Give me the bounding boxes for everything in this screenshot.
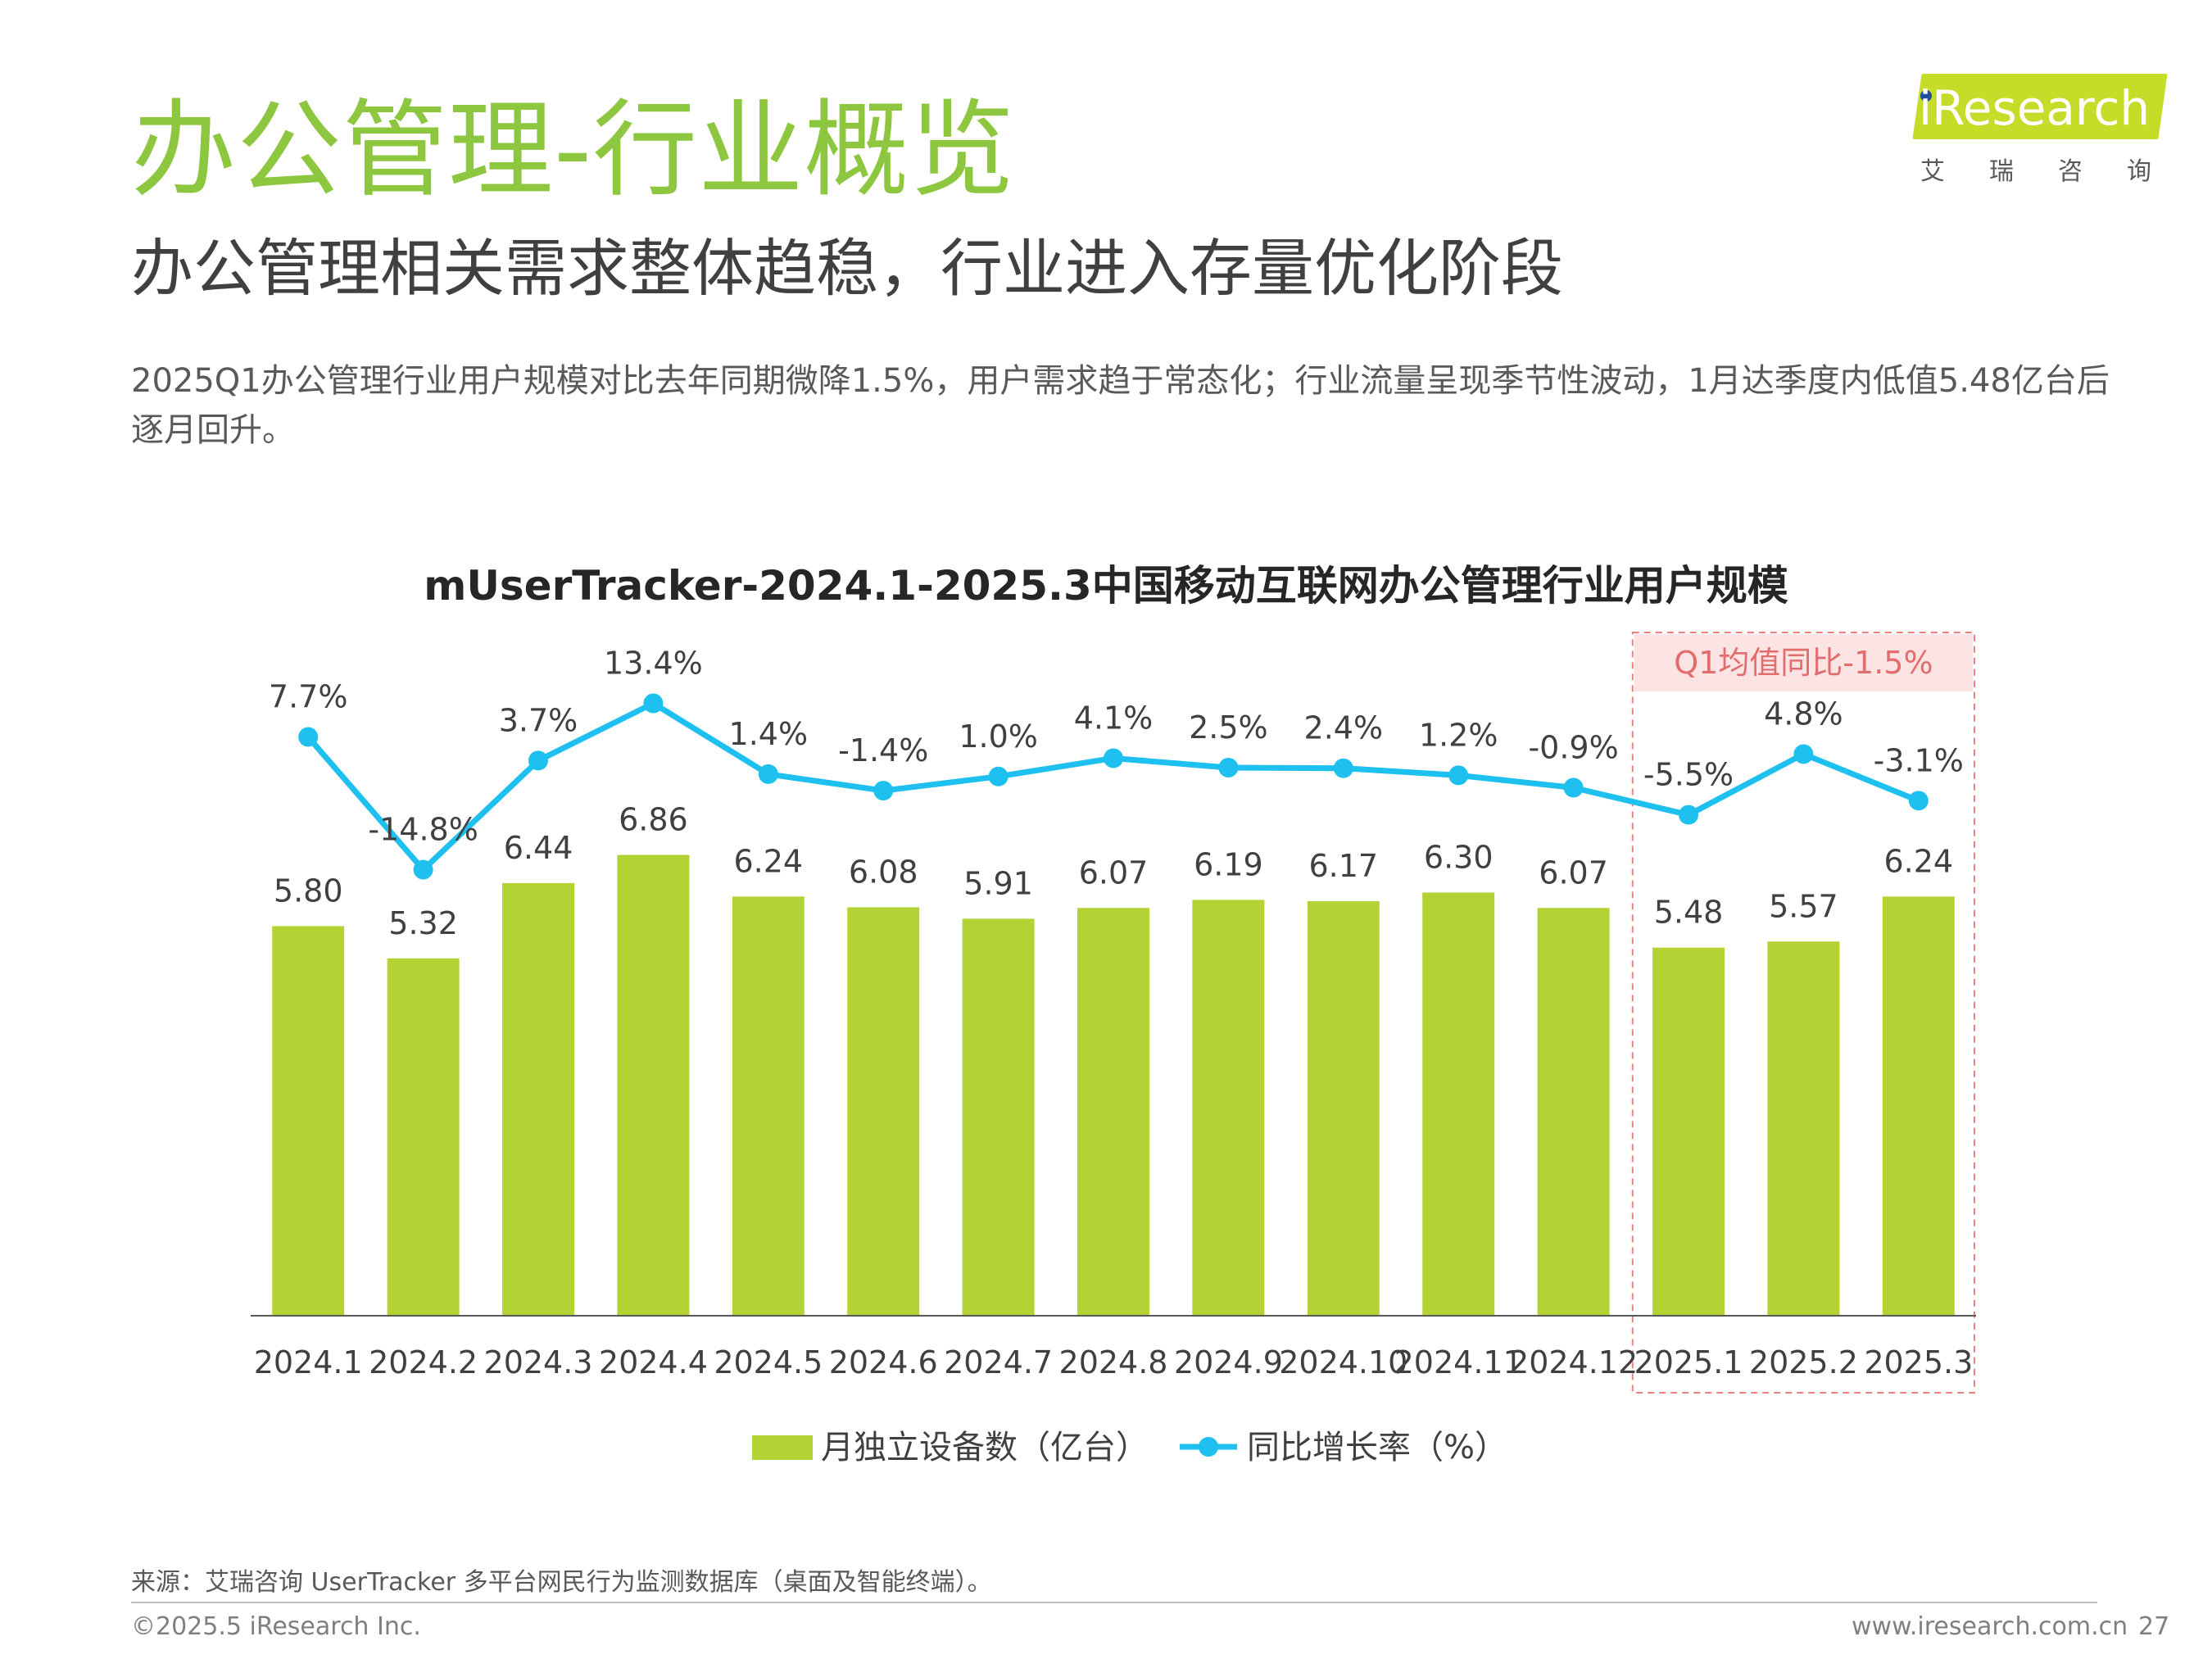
x-tick-2024.7: 2024.7: [944, 1344, 1053, 1380]
x-tick-2025.3: 2025.3: [1864, 1344, 1973, 1380]
summary-text: 2025Q1办公管理行业用户规模对比去年同期微降1.5%，用户需求趋于常态化；行…: [131, 362, 2110, 449]
x-tick-2024.10: 2024.10: [1279, 1344, 1407, 1380]
growth-label-2025.2: 4.8%: [1764, 696, 1843, 732]
growth-point-2024.6: [873, 781, 894, 801]
growth-label-2024.3: 3.7%: [499, 702, 578, 738]
growth-label-2024.10: 2.4%: [1304, 710, 1384, 746]
bar-2025.1: [1652, 947, 1725, 1316]
bar-2024.8: [1077, 908, 1149, 1316]
logo-chinese: 艾瑞咨询: [1920, 157, 2196, 186]
growth-label-2025.1: -5.5%: [1643, 757, 1734, 793]
bar-label-2024.3: 6.44: [504, 830, 573, 866]
legend-bar-swatch: [752, 1435, 813, 1460]
bar-label-2024.8: 6.07: [1079, 854, 1149, 891]
logo-dot: [1920, 90, 1932, 102]
bar-label-2024.2: 5.32: [388, 905, 458, 941]
growth-label-2024.5: 1.4%: [729, 716, 809, 752]
bar-2024.10: [1307, 901, 1380, 1316]
logo-brand: iResearch: [1919, 80, 2151, 136]
x-tick-2024.1: 2024.1: [254, 1344, 363, 1380]
growth-point-2024.1: [298, 727, 319, 747]
legend-line-label: 同比增长率（%）: [1247, 1429, 1507, 1466]
legend-bar-label: 月独立设备数（亿台）: [821, 1429, 1149, 1466]
bar-2024.9: [1192, 900, 1265, 1316]
bar-label-2025.1: 5.48: [1654, 895, 1724, 931]
growth-point-2025.1: [1679, 805, 1698, 825]
bar-2025.2: [1767, 941, 1840, 1316]
growth-point-2024.3: [528, 750, 548, 771]
x-tick-2024.4: 2024.4: [599, 1344, 708, 1380]
bar-2024.11: [1422, 892, 1495, 1316]
bar-label-2024.1: 5.80: [274, 873, 343, 909]
chart-title: mUserTracker-2024.1-2025.3中国移动互联网办公管理行业用…: [424, 562, 1788, 610]
bar-2024.6: [847, 907, 920, 1316]
growth-point-2024.5: [758, 764, 778, 784]
bar-label-2024.11: 6.30: [1424, 839, 1494, 875]
x-tick-2024.3: 2024.3: [484, 1344, 593, 1380]
growth-point-2024.2: [413, 859, 433, 880]
bar-label-2025.2: 5.57: [1769, 888, 1838, 924]
x-tick-2024.6: 2024.6: [829, 1344, 938, 1380]
page-title: 办公管理-行业概览: [131, 89, 1016, 211]
growth-label-2024.4: 13.4%: [604, 646, 703, 682]
bar-2024.5: [732, 896, 805, 1316]
bar-2024.1: [272, 926, 345, 1316]
bar-2024.12: [1537, 908, 1610, 1316]
growth-point-2024.4: [643, 693, 664, 714]
bar-2024.2: [387, 958, 460, 1316]
highlight-label-bg: [1634, 634, 1973, 691]
growth-point-2024.11: [1448, 765, 1469, 786]
source-note: 来源：艾瑞咨询 UserTracker 多平台网民行为监测数据库（桌面及智能终端…: [131, 1568, 992, 1597]
x-tick-2025.1: 2025.1: [1634, 1344, 1743, 1380]
website-link[interactable]: www.iresearch.com.cn: [1852, 1612, 2128, 1641]
bar-label-2024.7: 5.91: [963, 865, 1033, 901]
growth-point-2024.7: [988, 766, 1009, 786]
growth-label-2024.1: 7.7%: [269, 679, 348, 715]
growth-point-2024.12: [1563, 777, 1584, 798]
iresearch-logo: iResearch 艾瑞咨询: [1901, 70, 2179, 201]
growth-point-2025.2: [1793, 744, 1814, 764]
bar-label-2024.9: 6.19: [1194, 846, 1263, 882]
growth-label-2024.12: -0.9%: [1528, 729, 1618, 765]
bar-label-2024.4: 6.86: [619, 801, 688, 837]
growth-label-2024.11: 1.2%: [1419, 717, 1498, 753]
bar-label-2024.6: 6.08: [849, 854, 918, 890]
bar-2024.7: [962, 918, 1035, 1316]
x-tick-2024.11: 2024.11: [1394, 1344, 1523, 1380]
x-tick-2024.5: 2024.5: [714, 1344, 823, 1380]
copyright: ©2025.5 iResearch Inc.: [131, 1612, 421, 1641]
legend-line-marker: [1199, 1437, 1218, 1457]
bar-label-2024.10: 6.17: [1308, 848, 1378, 884]
x-tick-2024.9: 2024.9: [1174, 1344, 1283, 1380]
growth-point-2024.10: [1333, 758, 1353, 778]
bar-2025.3: [1882, 896, 1955, 1316]
growth-point-2024.9: [1218, 758, 1239, 777]
page-subtitle: 办公管理相关需求整体趋稳，行业进入存量优化阶段: [131, 232, 1563, 305]
growth-point-2025.3: [1908, 791, 1929, 811]
growth-label-2024.8: 4.1%: [1074, 700, 1154, 736]
bar-label-2024.12: 6.07: [1539, 854, 1608, 891]
bar-label-2025.3: 6.24: [1883, 843, 1953, 879]
highlight-box: [1631, 632, 1976, 1394]
footer-divider: [131, 1602, 2097, 1603]
bar-2024.3: [502, 882, 574, 1316]
growth-label-2024.9: 2.5%: [1189, 709, 1268, 746]
growth-label-2025.3: -3.1%: [1874, 742, 1964, 778]
x-tick-2025.2: 2025.2: [1749, 1344, 1858, 1380]
growth-point-2024.8: [1104, 748, 1123, 768]
x-tick-2024.2: 2024.2: [369, 1344, 478, 1380]
bar-label-2024.5: 6.24: [733, 843, 803, 879]
growth-label-2024.7: 1.0%: [959, 718, 1038, 755]
bar-2024.4: [617, 854, 690, 1316]
page-number: 27: [2138, 1612, 2170, 1641]
x-tick-2024.8: 2024.8: [1059, 1344, 1168, 1380]
growth-label-2024.2: -14.8%: [368, 812, 478, 848]
highlight-label: Q1均值同比-1.5%: [1674, 645, 1933, 681]
growth-label-2024.6: -1.4%: [838, 732, 928, 768]
x-tick-2024.12: 2024.12: [1509, 1344, 1638, 1380]
